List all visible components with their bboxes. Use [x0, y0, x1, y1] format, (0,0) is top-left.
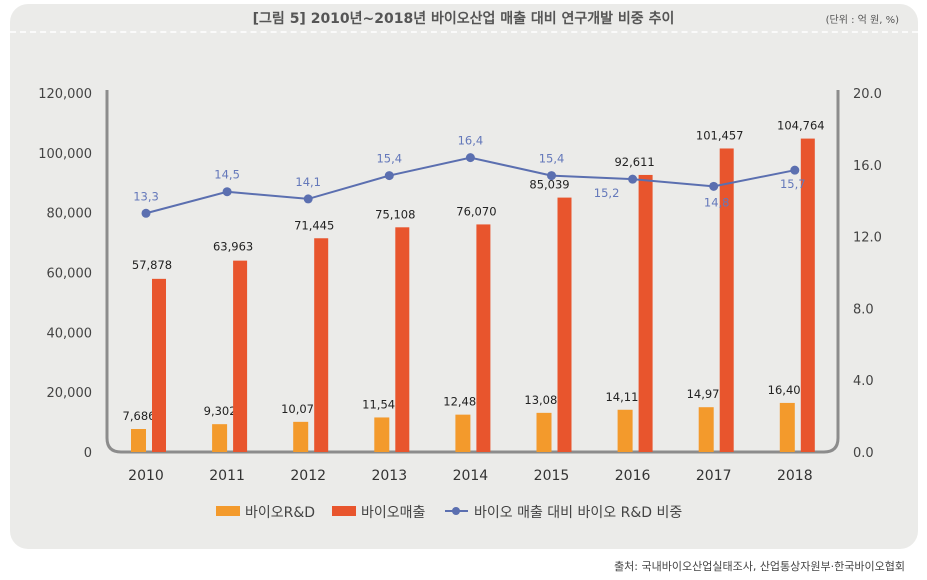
bar-sales — [557, 197, 572, 452]
bar-rnd-label: 16,406 — [768, 383, 808, 397]
legend-ratio-label: 바이오 매출 대비 바이오 R&D 비중 — [474, 505, 682, 521]
x-tick-label: 2018 — [777, 468, 813, 484]
bar-rnd-label: 7,686 — [123, 409, 156, 423]
bar-rnd-label: 11,547 — [362, 397, 402, 411]
ratio-point-label: 15,7 — [780, 177, 806, 191]
bar-sales — [233, 260, 248, 452]
bar-rnd-label: 9,302 — [204, 404, 237, 418]
bar-rnd — [698, 407, 714, 452]
bar-sales — [719, 148, 734, 452]
ratio-point-label: 14,1 — [295, 175, 321, 189]
bar-sales-label: 57,878 — [132, 258, 172, 272]
bar-rnd-label: 12,486 — [443, 395, 483, 409]
ratio-point-label: 13,3 — [133, 189, 159, 203]
bar-sales-label: 92,611 — [614, 155, 654, 169]
ratio-point — [465, 153, 475, 163]
ratio-point-label: 15,4 — [376, 152, 402, 166]
ratio-point-label: 14,8 — [704, 195, 730, 209]
legend-sales-swatch — [332, 506, 356, 516]
legend-sales-label: 바이오매출 — [361, 505, 426, 521]
unit-note: (단위 : 억 원, %) — [825, 15, 899, 26]
bar-sales-label: 63,963 — [213, 240, 253, 254]
bar-rnd — [374, 417, 390, 452]
bar-rnd — [617, 409, 633, 452]
bar-rnd — [536, 412, 552, 452]
ratio-point-label: 14,5 — [214, 168, 240, 182]
y-left-tick-label: 100,000 — [38, 147, 92, 162]
x-tick-label: 2010 — [128, 468, 164, 484]
bar-sales-label: 85,039 — [529, 178, 569, 192]
bar-sales — [638, 174, 653, 452]
bar-sales — [800, 138, 815, 452]
ratio-point — [141, 208, 151, 218]
ratio-point — [222, 187, 232, 197]
bar-rnd — [779, 402, 795, 452]
bar-sales-label: 75,108 — [375, 207, 415, 221]
ratio-point — [384, 171, 394, 181]
bar-sales-label: 104,764 — [777, 119, 825, 133]
ratio-point — [790, 165, 800, 175]
y-right-tick-label: 4.0 — [853, 374, 874, 389]
bar-sales-label: 101,457 — [696, 128, 744, 142]
ratio-point-label: 16,4 — [458, 134, 484, 148]
source-note: 출처: 국내바이오산업실태조사, 산업통상자원부·한국바이오협회 — [614, 560, 905, 573]
header-divider — [10, 31, 918, 33]
x-tick-label: 2014 — [453, 468, 489, 484]
legend-ratio-marker — [452, 507, 460, 515]
chart-panel — [10, 4, 918, 549]
bar-rnd — [131, 429, 146, 452]
y-right-tick-label: 12.0 — [853, 231, 882, 246]
bar-rnd-label: 14,118 — [605, 390, 645, 404]
plot-frame — [105, 90, 840, 454]
x-tick-label: 2012 — [290, 468, 326, 484]
x-tick-label: 2011 — [209, 468, 245, 484]
bar-rnd — [212, 424, 228, 452]
ratio-point — [303, 194, 313, 204]
bar-sales-label: 71,445 — [294, 218, 334, 232]
bar-sales-label: 76,070 — [456, 204, 496, 218]
bar-sales — [395, 227, 410, 452]
x-tick-label: 2016 — [615, 468, 651, 484]
y-left-tick-label: 60,000 — [47, 267, 93, 282]
bar-sales — [152, 278, 166, 452]
y-right-tick-label: 20.0 — [853, 87, 882, 102]
ratio-point — [628, 174, 638, 184]
legend-rnd-label: 바이오R&D — [245, 505, 315, 521]
bar-rnd — [455, 414, 471, 452]
bar-sales — [476, 224, 491, 452]
ratio-point-label: 15,4 — [539, 152, 565, 166]
bar-rnd-label: 14,973 — [687, 387, 727, 401]
x-tick-label: 2015 — [534, 468, 570, 484]
y-left-tick-label: 20,000 — [47, 386, 93, 401]
y-left-tick-label: 40,000 — [47, 326, 93, 341]
bar-rnd-label: 10,079 — [281, 402, 321, 416]
ratio-point — [709, 181, 719, 191]
bar-rnd-label: 13,086 — [524, 393, 564, 407]
x-tick-label: 2017 — [696, 468, 732, 484]
y-right-tick-label: 0.0 — [853, 446, 874, 461]
y-right-tick-label: 16.0 — [853, 159, 882, 174]
ratio-point — [547, 171, 556, 181]
chart-title: [그림 5] 2010년~2018년 바이오산업 매출 대비 연구개발 비중 추… — [252, 11, 675, 27]
ratio-point-label: 15,2 — [594, 186, 620, 200]
bar-sales — [314, 238, 329, 452]
x-tick-label: 2013 — [371, 468, 407, 484]
y-left-tick-label: 80,000 — [47, 207, 93, 222]
legend-rnd-swatch — [216, 506, 240, 516]
bar-rnd — [293, 421, 309, 452]
y-left-tick-label: 0 — [84, 446, 92, 461]
y-left-tick-label: 120,000 — [38, 87, 92, 102]
y-right-tick-label: 8.0 — [853, 302, 874, 317]
